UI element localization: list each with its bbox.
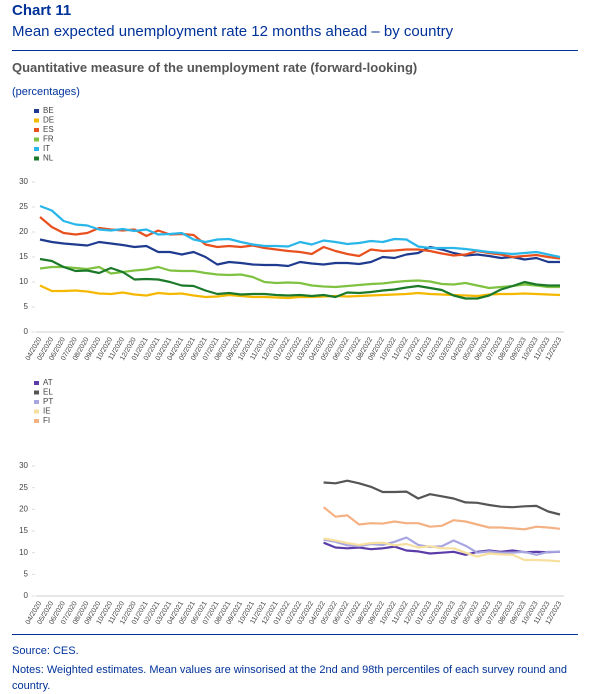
legend-label: IT <box>43 144 50 153</box>
legend-label: NL <box>43 154 54 163</box>
legend-label: PT <box>43 397 53 406</box>
legend-swatch <box>34 156 39 161</box>
legend-swatch <box>34 409 39 414</box>
legend-swatch <box>34 400 39 404</box>
legend-label: AT <box>43 378 53 387</box>
y-tick-label: 30 <box>19 177 28 186</box>
legend-swatch <box>34 419 39 423</box>
notes: Notes: Weighted estimates. Mean values a… <box>12 664 568 692</box>
series-line <box>323 479 561 516</box>
chart-heading: Quantitative measure of the unemployment… <box>12 60 418 75</box>
legend-swatch <box>34 390 39 395</box>
chart-title: Mean expected unemployment rate 12 month… <box>12 23 454 40</box>
series-line <box>39 238 560 268</box>
chart-number: Chart 11 <box>12 2 72 19</box>
series-line <box>323 536 560 556</box>
series-line <box>39 265 560 290</box>
legend-label: IE <box>43 407 51 416</box>
source-note: Source: CES. <box>12 645 79 657</box>
legend-label: EL <box>43 388 53 397</box>
series-line <box>39 204 561 259</box>
y-tick-label: 25 <box>19 483 28 492</box>
series-line <box>323 537 561 563</box>
y-tick-label: 0 <box>24 591 29 600</box>
unit-label: (percentages) <box>12 86 80 98</box>
legend-label: FI <box>43 416 50 425</box>
y-tick-label: 10 <box>19 277 28 286</box>
y-tick-label: 10 <box>19 548 28 557</box>
legend-swatch <box>34 128 39 132</box>
divider <box>12 50 578 51</box>
legend-label: BE <box>43 106 54 115</box>
y-tick-label: 15 <box>19 526 28 535</box>
legend-swatch <box>34 118 39 123</box>
legend-label: DE <box>43 116 54 125</box>
series-line <box>39 216 561 260</box>
divider <box>12 634 578 635</box>
series-line <box>39 284 561 300</box>
y-tick-label: 25 <box>19 202 28 211</box>
y-tick-label: 15 <box>19 252 28 261</box>
y-tick-label: 20 <box>19 227 28 236</box>
y-tick-label: 20 <box>19 504 28 513</box>
legend-label: ES <box>43 125 54 134</box>
series-line <box>322 506 561 531</box>
y-tick-label: 5 <box>24 569 29 578</box>
legend-swatch <box>34 109 39 113</box>
y-tick-label: 30 <box>19 461 28 470</box>
legend-label: FR <box>43 135 54 144</box>
legend-swatch <box>34 381 39 385</box>
charts: 05101520253004/202005/202006/202007/2020… <box>19 106 564 626</box>
legend-swatch <box>34 137 39 142</box>
series-line <box>39 257 560 300</box>
y-tick-label: 5 <box>24 302 29 311</box>
legend-swatch <box>34 147 39 151</box>
y-tick-label: 0 <box>24 327 29 336</box>
